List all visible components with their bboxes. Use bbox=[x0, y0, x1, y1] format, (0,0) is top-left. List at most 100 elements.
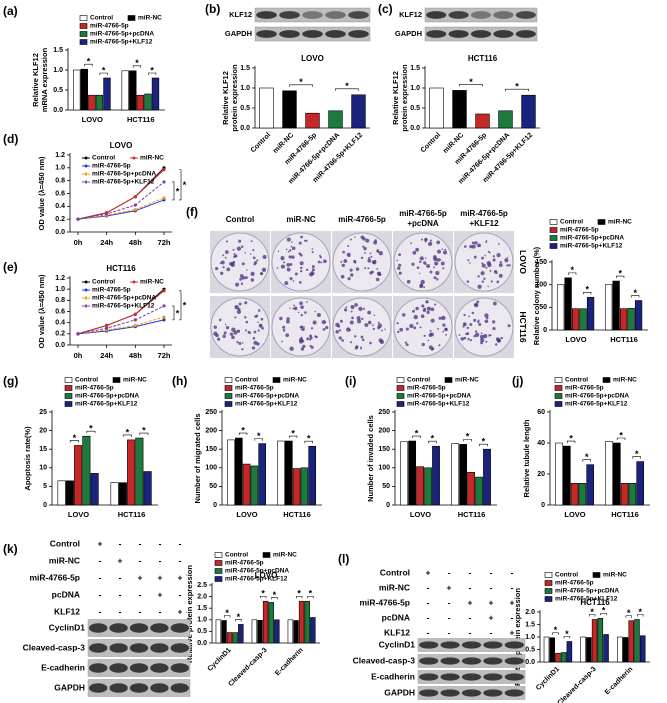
bar bbox=[579, 308, 587, 331]
colony bbox=[488, 334, 491, 337]
y-tick-label: 0.0 bbox=[197, 640, 207, 647]
significance-bracket bbox=[307, 595, 314, 599]
legend-label: miR-4766-5p+pcDNA bbox=[92, 295, 156, 302]
colony bbox=[349, 320, 354, 325]
y-tick-label: 0.4 bbox=[55, 320, 65, 327]
colony bbox=[504, 258, 509, 263]
blot-band bbox=[515, 11, 536, 19]
bar bbox=[242, 463, 251, 506]
x-tick-label: 48h bbox=[129, 351, 142, 360]
y-tick-label: 1.0 bbox=[55, 165, 65, 172]
colony bbox=[234, 305, 239, 310]
colony bbox=[222, 334, 226, 339]
colony bbox=[291, 255, 295, 259]
colony bbox=[483, 277, 486, 280]
x-tick-label: Control bbox=[420, 132, 443, 155]
colony bbox=[229, 332, 234, 336]
colony bbox=[309, 344, 312, 348]
colony bbox=[281, 340, 283, 343]
colony bbox=[256, 259, 259, 262]
colony bbox=[426, 310, 430, 315]
colony bbox=[237, 329, 239, 332]
x-tick-label: E-cadherin bbox=[604, 666, 635, 697]
y-tick-label: 0 bbox=[386, 502, 390, 509]
x-tick-label: LOVO bbox=[565, 335, 586, 344]
colony bbox=[257, 309, 261, 312]
bar bbox=[144, 93, 152, 111]
colony bbox=[362, 237, 366, 241]
legend-label: miR-4766-5p bbox=[225, 560, 264, 567]
colony bbox=[286, 262, 291, 267]
colony bbox=[232, 261, 235, 264]
bar bbox=[300, 467, 309, 506]
colony bbox=[231, 335, 235, 340]
colony bbox=[220, 271, 224, 275]
treatment-sign: - bbox=[119, 606, 122, 616]
treatment-sign: - bbox=[490, 567, 493, 577]
colony bbox=[444, 248, 447, 251]
colony bbox=[441, 315, 446, 321]
y-tick-label: 25 bbox=[39, 409, 47, 416]
bar bbox=[570, 482, 579, 506]
colony bbox=[355, 267, 360, 271]
colony bbox=[345, 306, 348, 309]
blot-band bbox=[129, 663, 149, 673]
y-tick-label: 100 bbox=[535, 282, 547, 289]
colony bbox=[367, 320, 372, 325]
x-tick-label: LOVO bbox=[410, 510, 431, 519]
legend-swatch bbox=[224, 377, 233, 383]
legend-label: miR-4766-5p bbox=[235, 385, 274, 392]
blot-band bbox=[348, 11, 369, 19]
colony bbox=[311, 248, 314, 250]
blot-band bbox=[109, 663, 128, 673]
y-axis-label: Relative tubule length bbox=[522, 419, 531, 497]
y-tick-label: 100 bbox=[205, 465, 217, 472]
colony bbox=[369, 252, 372, 255]
bar bbox=[135, 437, 144, 506]
panel-label: (h) bbox=[172, 374, 187, 388]
colony bbox=[260, 317, 264, 321]
colony bbox=[426, 306, 431, 311]
colony bbox=[477, 284, 482, 289]
y-tick-label: 10 bbox=[39, 465, 47, 472]
colony bbox=[424, 257, 427, 260]
blot-band bbox=[440, 689, 460, 697]
significance-bracket bbox=[224, 615, 231, 618]
significance-bracket bbox=[254, 438, 263, 441]
treatment-sign: + bbox=[178, 606, 183, 616]
colony bbox=[420, 238, 423, 241]
y-tick-label: 0.5 bbox=[410, 105, 420, 112]
colony bbox=[416, 266, 420, 270]
y-axis-label: OD value (λ=450 nm) bbox=[37, 156, 46, 230]
colony bbox=[487, 285, 489, 288]
colony bbox=[442, 330, 445, 333]
colony bbox=[364, 323, 369, 327]
legend-swatch bbox=[84, 164, 88, 168]
significance-bracket bbox=[84, 63, 93, 67]
blot-band bbox=[493, 11, 514, 19]
colony bbox=[305, 268, 309, 272]
blot-band bbox=[515, 30, 536, 38]
bar bbox=[103, 77, 111, 111]
legend-label: miR-4766-5p+pcDNA bbox=[225, 568, 289, 575]
significance-bracket bbox=[463, 439, 472, 442]
bar bbox=[262, 600, 269, 644]
colony bbox=[436, 258, 441, 262]
colony bbox=[488, 251, 491, 254]
colony bbox=[238, 342, 242, 345]
legend-swatch bbox=[84, 156, 88, 160]
significance-bracket bbox=[86, 430, 96, 434]
y-tick-label: 20 bbox=[537, 471, 545, 478]
significance-bracket bbox=[335, 88, 359, 91]
annotation: * bbox=[183, 301, 187, 311]
blot-strip bbox=[424, 7, 538, 23]
treatment-label: miR-NC bbox=[49, 555, 80, 565]
colony bbox=[411, 309, 415, 313]
column-label: +pcDNA bbox=[407, 219, 439, 228]
colony bbox=[218, 318, 222, 322]
colony bbox=[298, 241, 302, 245]
significance-bracket bbox=[172, 305, 175, 321]
colony bbox=[373, 240, 378, 245]
bar bbox=[549, 637, 555, 663]
bar bbox=[452, 90, 467, 129]
